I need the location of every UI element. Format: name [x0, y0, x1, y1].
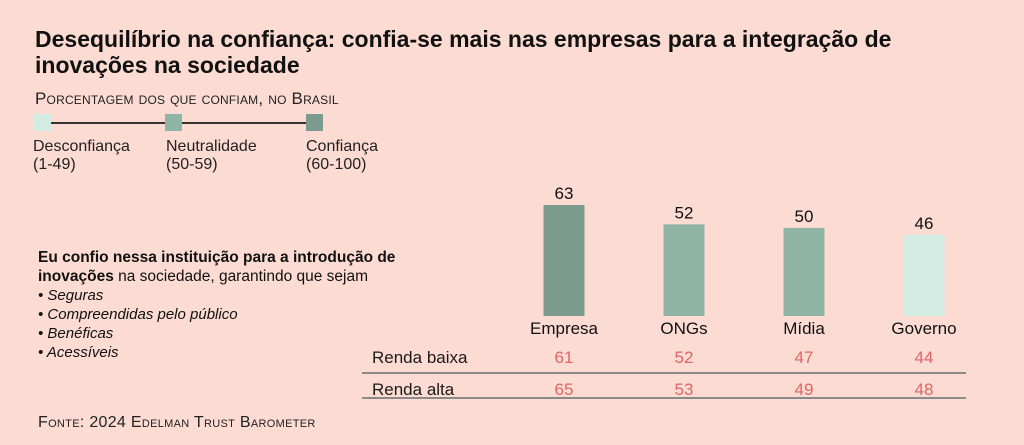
row-label-low-income: Renda baixa: [372, 348, 468, 367]
legend-swatch-trust: [306, 114, 323, 131]
category-label: Mídia: [783, 319, 825, 338]
note-line-1: Eu confio nessa instituição para a intro…: [38, 249, 396, 266]
note-bold-word: inovações: [38, 268, 114, 285]
table-cell: 49: [794, 380, 814, 399]
legend-label-neutral: Neutralidade (50-59): [166, 138, 257, 173]
category-label: ONGs: [660, 319, 707, 338]
table-divider: [362, 372, 966, 374]
legend-swatch-distrust: [34, 114, 51, 131]
table-cell: 65: [554, 380, 574, 399]
legend-label-trust: Confiança (60-100): [306, 138, 379, 173]
note-bullet: • Acessíveis: [38, 344, 119, 361]
legend-swatch-neutral: [165, 114, 182, 131]
note-line-2: na sociedade, garantindo que sejam: [113, 268, 369, 285]
table-cell: 47: [794, 348, 814, 367]
source-note: Fonte: 2024 Edelman Trust Barometer: [38, 414, 316, 431]
table-bottom-rule: [362, 397, 966, 399]
chart-subtitle: Porcentagem dos que confiam, no Brasil: [35, 89, 339, 108]
bar-value-label: 63: [555, 184, 574, 203]
bar-ongs: [663, 224, 705, 316]
legend-label-distrust: Desconfiança (1-49): [33, 138, 130, 173]
row-label-high-income: Renda alta: [372, 380, 455, 399]
table-cell: 53: [674, 380, 694, 399]
chart-title: Desequilíbrio na confiança: confia-se ma…: [35, 26, 892, 78]
table-cell: 48: [914, 380, 934, 399]
table-cell: 61: [554, 348, 574, 367]
bar-value-label: 50: [795, 207, 814, 226]
category-label: Empresa: [530, 319, 599, 338]
note-bullet: • Seguras: [38, 287, 104, 304]
bar-mídia: [783, 227, 825, 316]
table-cell: 44: [914, 348, 934, 367]
bar-empresa: [543, 205, 585, 316]
bar-value-label: 52: [675, 203, 694, 222]
note-bullet: • Benéficas: [38, 325, 114, 342]
bar-governo: [903, 234, 945, 316]
note-bullet: • Compreendidas pelo público: [38, 306, 238, 323]
question-note: Eu confio nessa instituição para a intro…: [38, 248, 418, 362]
category-label: Governo: [891, 319, 956, 338]
bar-value-label: 46: [915, 214, 934, 233]
table-cell: 52: [674, 348, 694, 367]
